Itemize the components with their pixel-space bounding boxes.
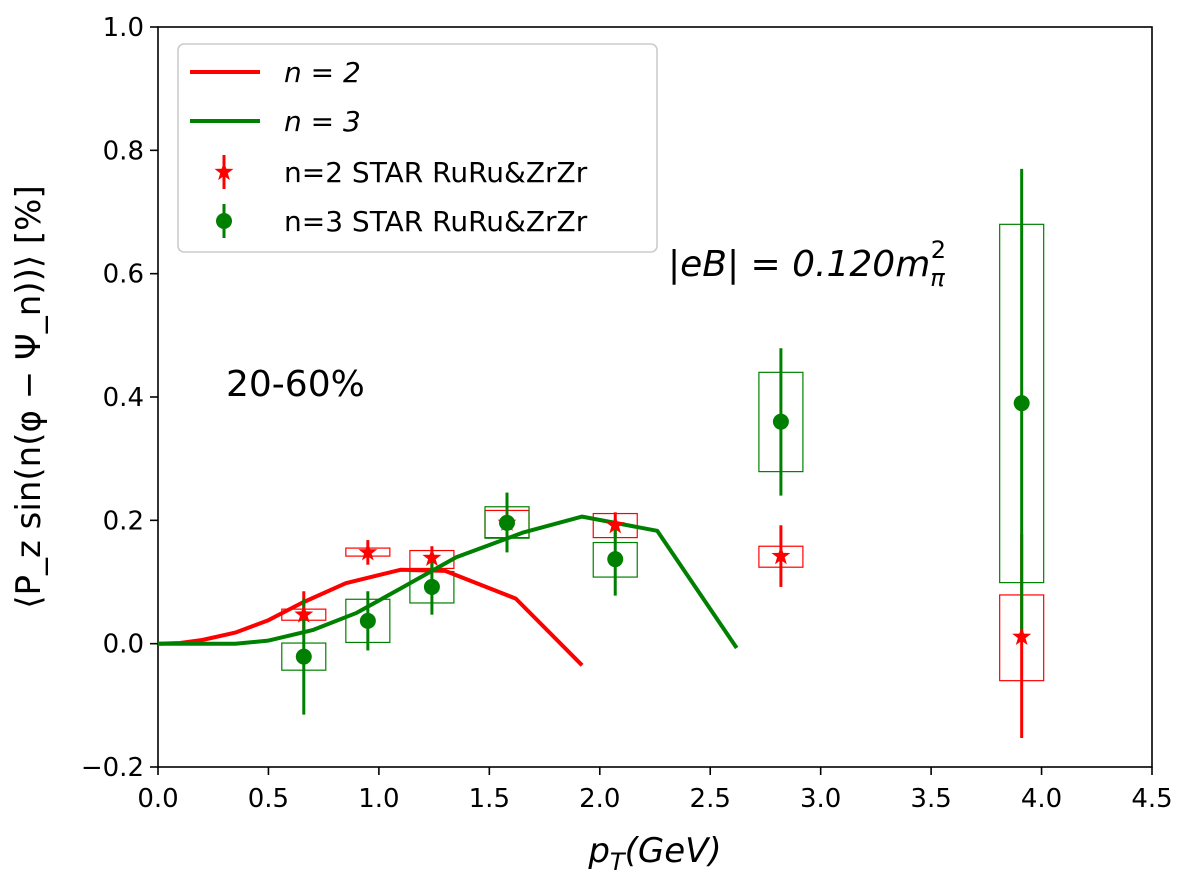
y-tick-label: 0.4 [103,383,144,413]
y-tick-label: 0.8 [103,136,144,166]
x-tick-label: 4.5 [1131,784,1172,814]
legend-n3-circle-marker [216,213,232,229]
x-tick-label: 3.5 [910,784,951,814]
n2-star-point [1012,626,1032,645]
n2-star-point [605,515,625,534]
x-axis-label: pT(GeV) [587,831,721,874]
systematic-error-boxes [281,223,1045,682]
magnetic-field-text: |eB| = 0.120m [668,244,930,285]
legend-n3-line-label: n = 3 [284,105,361,138]
data-markers [294,395,1032,665]
y-axis-ticks: −0.2 0.0 0.2 0.4 0.6 0.8 1.0 [81,13,158,783]
magnetic-field-subscript: π [930,264,945,292]
centrality-annotation: 20-60% [226,364,365,405]
n2-star-point [422,548,442,566]
n2-star-point [771,546,791,565]
legend-n2-star-label: n=2 STAR RuRu&ZrZr [284,156,588,189]
legend-n3-star-label: n=3 STAR RuRu&ZrZr [284,205,588,238]
magnetic-field-annotation: |eB| = 0.120mπ2 [668,236,946,292]
n3-model-curve [158,514,739,650]
legend: n = 2 n = 3 n=2 STAR RuRu&ZrZr n=3 STAR … [177,43,658,253]
n2-star-point [358,542,378,561]
x-tick-label: 4.0 [1021,784,1062,814]
n2-star-point [294,604,314,623]
y-tick-label: 0.0 [103,630,144,660]
x-tick-label: 2.0 [579,784,620,814]
legend-n2-star-marker [214,162,234,181]
legend-box [177,43,658,253]
n3-circle-point [359,612,376,629]
x-tick-label: 2.5 [690,784,731,814]
x-tick-label: 3.0 [800,784,841,814]
legend-n2-line-label: n = 2 [284,56,361,89]
y-tick-label: 1.0 [103,13,144,43]
n2-model-curve [157,567,584,667]
n3-circle-point [607,551,624,568]
n3-circle-point [423,578,440,595]
x-tick-label: 0.5 [248,784,289,814]
y-tick-label: 0.2 [103,506,144,536]
n3-circle-point [772,413,789,430]
x-axis-ticks: 0.0 0.5 1.0 1.5 2.0 2.5 3.0 3.5 4.0 4.5 [137,767,1173,814]
x-tick-label: 0.0 [137,784,178,814]
magnetic-field-superscript: 2 [931,236,946,264]
y-tick-label: −0.2 [81,753,144,783]
x-tick-label: 1.0 [358,784,399,814]
x-tick-label: 1.5 [469,784,510,814]
y-tick-label: 0.6 [103,260,144,290]
n3-circle-point [295,648,312,665]
y-axis-label: ⟨P_z sin(n(φ − Ψ_n))⟩ [%] [9,185,49,609]
n3-circle-point [499,514,516,531]
n3-circle-point [1013,395,1030,412]
model-curves [157,514,739,667]
